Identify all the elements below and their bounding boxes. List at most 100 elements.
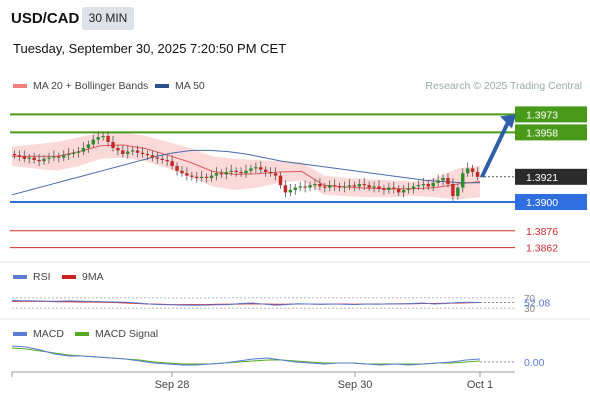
last-price-label: 1.3921 <box>526 172 558 184</box>
candle-body <box>308 185 312 188</box>
candle-body <box>328 185 332 188</box>
candle-body <box>175 166 179 171</box>
forecast-arrow-head <box>500 114 516 129</box>
legend-swatch-rsi <box>13 275 27 280</box>
candle-body <box>431 182 435 187</box>
candle-body <box>145 154 150 156</box>
candle-body <box>421 184 426 186</box>
timeframe-button[interactable]: 30 MIN <box>82 7 134 30</box>
time-tick-label: Sep 28 <box>155 379 190 391</box>
candle-body <box>313 184 317 186</box>
rsi-last-value: 52.08 <box>524 297 550 309</box>
candle-body <box>32 157 36 160</box>
candle-body <box>244 170 248 174</box>
candle-body <box>406 188 411 190</box>
last-price-tag <box>515 168 587 185</box>
candle-body <box>411 186 416 189</box>
candle-body <box>76 151 81 153</box>
legend-bollinger: MA 20 + Bollinger Bands <box>13 80 148 92</box>
legend-label-macd: MACD <box>33 328 64 340</box>
candle-body <box>288 190 293 193</box>
candle-body <box>199 176 204 178</box>
level-tag-resistance <box>515 106 587 123</box>
bollinger-band <box>12 132 480 200</box>
candle-body <box>57 156 61 158</box>
candle-body <box>357 184 362 187</box>
candle-body <box>263 169 268 172</box>
time-tick-label: Sep 30 <box>338 379 373 391</box>
level-label-support: 1.3862 <box>526 243 558 255</box>
candle-body <box>332 185 337 187</box>
level-label-pivot: 1.3900 <box>526 197 558 209</box>
candle-body <box>204 176 209 178</box>
legend-swatch-macd-signal <box>75 332 89 337</box>
level-tag-resistance <box>515 124 587 141</box>
candle-body <box>214 173 219 176</box>
candle-body <box>475 172 480 177</box>
candle-body <box>22 156 27 159</box>
candle-body <box>249 168 253 171</box>
candle-body <box>461 173 465 188</box>
ma20-line <box>12 144 481 190</box>
rsi-level-label: 30 <box>524 304 536 315</box>
candle-body <box>298 186 302 188</box>
candle-body <box>101 136 105 138</box>
candle-body <box>465 168 470 174</box>
candle-body <box>239 172 243 174</box>
level-tag-pivot <box>515 194 587 210</box>
candle-body <box>451 184 455 196</box>
rsi-level-label: 70 <box>524 294 536 305</box>
candles <box>12 131 480 201</box>
legend-rsi: RSI <box>13 271 51 283</box>
candle-body <box>224 172 229 175</box>
research-credit: Research © 2025 Trading Central <box>425 80 582 92</box>
legend-macd: MACD <box>13 328 64 340</box>
candle-body <box>185 173 189 176</box>
legend-macd-signal: MACD Signal <box>75 328 158 340</box>
chart-header: USD/CAD 30 MIN <box>0 0 590 38</box>
candle-body <box>392 187 396 189</box>
symbol-label: USD/CAD <box>11 10 80 27</box>
candle-body <box>17 155 22 157</box>
candle-body <box>293 187 297 190</box>
candle-body <box>155 157 160 159</box>
candle-body <box>37 160 41 162</box>
candle-body <box>259 167 263 170</box>
candle-body <box>372 186 376 188</box>
candle-body <box>229 170 233 172</box>
candle-body <box>323 186 327 188</box>
rsi-line <box>11 299 481 306</box>
candle-body <box>66 154 71 156</box>
candle-body <box>436 180 440 183</box>
candle-body <box>441 178 445 181</box>
legend-swatch-rsi-ma <box>62 275 76 280</box>
candle-body <box>377 186 381 189</box>
candle-body <box>47 157 51 159</box>
candle-body <box>195 176 199 178</box>
candle-body <box>71 152 76 154</box>
candle-body <box>140 152 145 154</box>
candle-body <box>387 187 391 190</box>
candle-body <box>342 186 347 188</box>
legend-label-ma50: MA 50 <box>175 80 205 92</box>
candle-body <box>470 168 475 172</box>
candle-body <box>362 184 366 186</box>
candle-body <box>170 161 174 166</box>
candle-body <box>190 175 194 177</box>
legend-ma50: MA 50 <box>155 80 205 92</box>
candle-body <box>337 186 342 188</box>
candle-body <box>91 139 96 145</box>
legend-label-bollinger: MA 20 + Bollinger Bands <box>33 80 149 92</box>
legend-swatch-macd <box>13 332 27 337</box>
candle-body <box>352 185 357 187</box>
forecast-arrow-shaft <box>480 121 510 178</box>
legend-swatch-bollinger <box>13 84 27 89</box>
macd-line <box>11 345 481 366</box>
macd-signal-line <box>11 347 481 365</box>
candle-body <box>456 187 460 196</box>
candle-body <box>318 184 322 187</box>
candle-body <box>268 172 273 174</box>
candle-body <box>209 175 214 178</box>
legend-rsi-ma: 9MA <box>62 271 104 283</box>
